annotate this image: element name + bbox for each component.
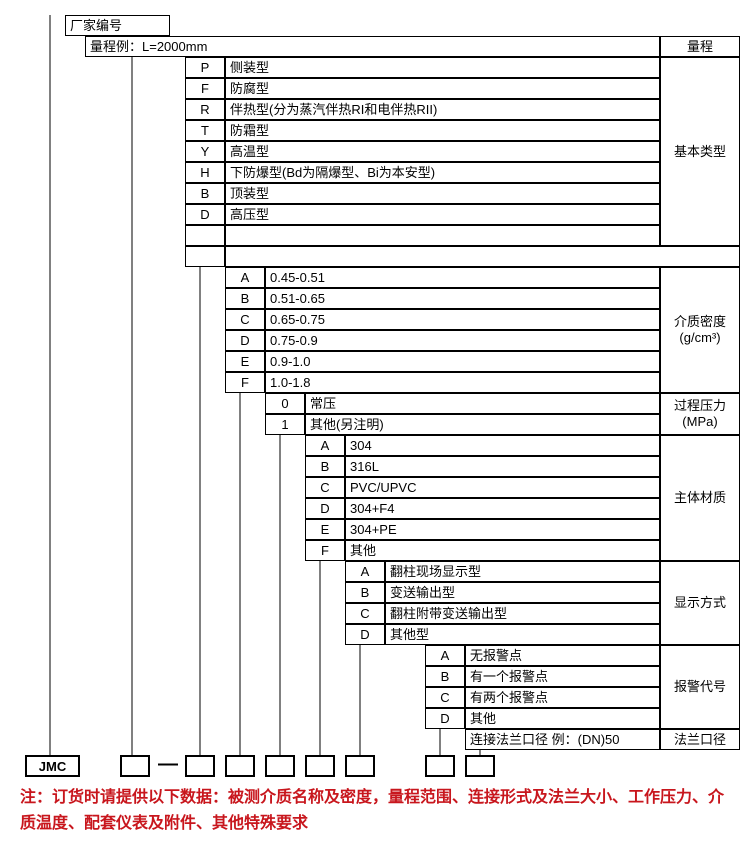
density-desc-4: 0.9-1.0 (265, 351, 660, 372)
display-code-0: A (345, 561, 385, 582)
basic-type-code-5: H (185, 162, 225, 183)
basic-type-desc-3: 防霜型 (225, 120, 660, 141)
density-code-3: D (225, 330, 265, 351)
selection-box-3 (265, 755, 295, 777)
basic-type-code-6: B (185, 183, 225, 204)
display-desc-3: 其他型 (385, 624, 660, 645)
flange-category: 法兰口径 (660, 729, 740, 750)
density-code-5: F (225, 372, 265, 393)
material-desc-2: PVC/UPVC (345, 477, 660, 498)
material-desc-5: 其他 (345, 540, 660, 561)
alarm-desc-3: 其他 (465, 708, 660, 729)
basic-type-desc-5: 下防爆型(Bd为隔爆型、Bi为本安型) (225, 162, 660, 183)
alarm-code-0: A (425, 645, 465, 666)
alarm-desc-2: 有两个报警点 (465, 687, 660, 708)
basic-type-blank-code (185, 225, 225, 246)
selection-box-0 (120, 755, 150, 777)
density-desc-1: 0.51-0.65 (265, 288, 660, 309)
flange-desc: 连接法兰口径 例：(DN)50 (465, 729, 660, 750)
factory-number-label: 厂家编号 (65, 15, 170, 36)
range-example-label: 量程例：L=2000mm (85, 36, 660, 57)
material-code-3: D (305, 498, 345, 519)
selection-box-4 (305, 755, 335, 777)
alarm-category: 报警代号 (660, 645, 740, 729)
alarm-desc-1: 有一个报警点 (465, 666, 660, 687)
density-code-4: E (225, 351, 265, 372)
alarm-code-3: D (425, 708, 465, 729)
pressure-desc-1: 其他(另注明) (305, 414, 660, 435)
basic-type-category: 基本类型 (660, 57, 740, 246)
gap-blank-desc (225, 246, 740, 267)
display-code-2: C (345, 603, 385, 624)
material-code-4: E (305, 519, 345, 540)
basic-type-desc-4: 高温型 (225, 141, 660, 162)
alarm-code-1: B (425, 666, 465, 687)
display-code-1: B (345, 582, 385, 603)
gap-blank-code (185, 246, 225, 267)
display-desc-0: 翻柱现场显示型 (385, 561, 660, 582)
density-desc-0: 0.45-0.51 (265, 267, 660, 288)
dash-separator: — (158, 753, 178, 776)
basic-type-code-2: R (185, 99, 225, 120)
pressure-code-1: 1 (265, 414, 305, 435)
material-desc-4: 304+PE (345, 519, 660, 540)
pressure-code-0: 0 (265, 393, 305, 414)
material-code-1: B (305, 456, 345, 477)
basic-type-code-7: D (185, 204, 225, 225)
material-desc-1: 316L (345, 456, 660, 477)
density-category: 介质密度 (g/cm³) (660, 267, 740, 393)
alarm-desc-0: 无报警点 (465, 645, 660, 666)
basic-type-blank-desc (225, 225, 660, 246)
range-category: 量程 (660, 36, 740, 57)
material-category: 主体材质 (660, 435, 740, 561)
basic-type-code-0: P (185, 57, 225, 78)
selection-box-2 (225, 755, 255, 777)
selection-box-5 (345, 755, 375, 777)
display-code-3: D (345, 624, 385, 645)
selection-box-1 (185, 755, 215, 777)
basic-type-desc-7: 高压型 (225, 204, 660, 225)
material-code-2: C (305, 477, 345, 498)
density-desc-3: 0.75-0.9 (265, 330, 660, 351)
basic-type-desc-6: 顶装型 (225, 183, 660, 204)
density-code-0: A (225, 267, 265, 288)
display-desc-1: 变送输出型 (385, 582, 660, 603)
basic-type-desc-2: 伴热型(分为蒸汽伴热RI和电伴热RII) (225, 99, 660, 120)
density-desc-2: 0.65-0.75 (265, 309, 660, 330)
material-code-5: F (305, 540, 345, 561)
alarm-code-2: C (425, 687, 465, 708)
basic-type-code-1: F (185, 78, 225, 99)
order-note: 注：订货时请提供以下数据：被测介质名称及密度，量程范围、连接形式及法兰大小、工作… (20, 785, 730, 836)
selection-box-7 (465, 755, 495, 777)
basic-type-desc-0: 侧装型 (225, 57, 660, 78)
material-desc-3: 304+F4 (345, 498, 660, 519)
material-code-0: A (305, 435, 345, 456)
display-desc-2: 翻柱附带变送输出型 (385, 603, 660, 624)
basic-type-code-3: T (185, 120, 225, 141)
density-code-2: C (225, 309, 265, 330)
basic-type-code-4: Y (185, 141, 225, 162)
pressure-desc-0: 常压 (305, 393, 660, 414)
display-category: 显示方式 (660, 561, 740, 645)
pressure-category: 过程压力 (MPa) (660, 393, 740, 435)
density-code-1: B (225, 288, 265, 309)
material-desc-0: 304 (345, 435, 660, 456)
basic-type-desc-1: 防腐型 (225, 78, 660, 99)
selection-box-6 (425, 755, 455, 777)
density-desc-5: 1.0-1.8 (265, 372, 660, 393)
jmc-box: JMC (25, 755, 80, 777)
